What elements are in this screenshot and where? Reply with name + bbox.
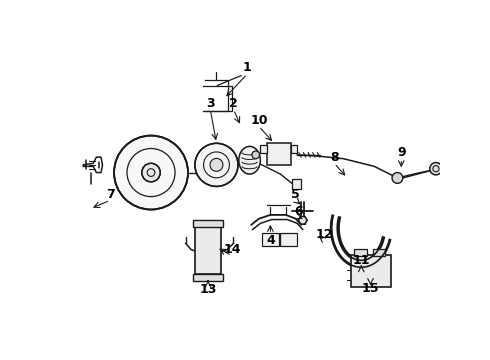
Polygon shape xyxy=(336,246,343,252)
Polygon shape xyxy=(373,255,379,261)
Polygon shape xyxy=(382,240,389,244)
Text: 3: 3 xyxy=(206,97,215,110)
Polygon shape xyxy=(332,233,339,237)
Bar xyxy=(194,220,222,227)
Polygon shape xyxy=(332,220,339,223)
Circle shape xyxy=(430,163,442,175)
Text: 10: 10 xyxy=(250,114,268,127)
Bar xyxy=(292,179,301,189)
Polygon shape xyxy=(331,226,338,228)
Polygon shape xyxy=(343,253,348,260)
Polygon shape xyxy=(365,260,367,267)
Polygon shape xyxy=(350,258,353,265)
Bar xyxy=(354,249,367,256)
Polygon shape xyxy=(368,258,371,266)
Circle shape xyxy=(114,136,188,210)
Bar xyxy=(194,274,222,281)
Polygon shape xyxy=(344,255,349,261)
Polygon shape xyxy=(353,259,356,266)
Polygon shape xyxy=(334,242,341,246)
Circle shape xyxy=(210,158,223,171)
Bar xyxy=(262,233,279,247)
Polygon shape xyxy=(362,260,364,267)
Polygon shape xyxy=(366,259,368,266)
Text: 9: 9 xyxy=(397,146,406,159)
Circle shape xyxy=(299,216,307,224)
Text: 11: 11 xyxy=(352,254,370,267)
Polygon shape xyxy=(383,238,390,242)
Circle shape xyxy=(392,172,403,183)
Polygon shape xyxy=(339,250,345,256)
Polygon shape xyxy=(357,260,360,267)
Polygon shape xyxy=(380,246,386,251)
Text: 14: 14 xyxy=(223,243,241,256)
Polygon shape xyxy=(351,258,355,266)
Ellipse shape xyxy=(239,147,260,174)
Polygon shape xyxy=(331,224,338,226)
Bar xyxy=(267,143,291,165)
Polygon shape xyxy=(331,222,339,225)
Polygon shape xyxy=(382,241,389,246)
Text: 4: 4 xyxy=(266,234,275,247)
Polygon shape xyxy=(372,255,377,262)
Polygon shape xyxy=(347,256,351,264)
Polygon shape xyxy=(356,260,358,267)
Polygon shape xyxy=(332,237,340,240)
Polygon shape xyxy=(331,228,338,230)
Circle shape xyxy=(195,143,238,186)
Polygon shape xyxy=(335,243,342,248)
Bar xyxy=(195,226,221,274)
Circle shape xyxy=(142,163,160,182)
Polygon shape xyxy=(337,247,343,253)
Bar xyxy=(280,233,297,247)
Text: 13: 13 xyxy=(199,283,217,296)
Polygon shape xyxy=(381,243,388,248)
Polygon shape xyxy=(381,244,387,249)
Polygon shape xyxy=(354,260,357,267)
Bar xyxy=(373,249,385,256)
Text: 2: 2 xyxy=(229,97,238,110)
Polygon shape xyxy=(375,253,380,260)
Polygon shape xyxy=(348,257,352,264)
Polygon shape xyxy=(332,218,339,221)
Polygon shape xyxy=(370,257,374,264)
Polygon shape xyxy=(341,251,346,258)
Polygon shape xyxy=(336,244,342,250)
Text: 6: 6 xyxy=(294,204,303,217)
Polygon shape xyxy=(359,260,361,267)
Polygon shape xyxy=(331,230,338,233)
Circle shape xyxy=(252,151,260,159)
Bar xyxy=(260,145,267,153)
Text: 1: 1 xyxy=(243,61,252,74)
Text: 8: 8 xyxy=(330,150,339,164)
Polygon shape xyxy=(377,250,383,256)
Polygon shape xyxy=(331,231,339,234)
Polygon shape xyxy=(333,240,340,244)
Polygon shape xyxy=(367,259,370,266)
Text: 7: 7 xyxy=(106,188,115,201)
Polygon shape xyxy=(379,247,386,253)
Polygon shape xyxy=(369,258,373,265)
Polygon shape xyxy=(345,256,350,262)
Polygon shape xyxy=(378,248,385,255)
Bar xyxy=(291,145,297,153)
Polygon shape xyxy=(342,252,347,259)
Text: 15: 15 xyxy=(362,282,379,294)
Polygon shape xyxy=(361,260,362,267)
Polygon shape xyxy=(376,251,382,257)
Polygon shape xyxy=(332,216,339,220)
Polygon shape xyxy=(371,256,376,263)
Bar xyxy=(351,255,392,287)
Text: 5: 5 xyxy=(292,188,300,201)
Polygon shape xyxy=(376,252,381,259)
Polygon shape xyxy=(333,238,340,243)
Polygon shape xyxy=(363,260,366,267)
Polygon shape xyxy=(338,249,344,255)
Text: 12: 12 xyxy=(316,228,333,240)
Polygon shape xyxy=(332,235,339,239)
